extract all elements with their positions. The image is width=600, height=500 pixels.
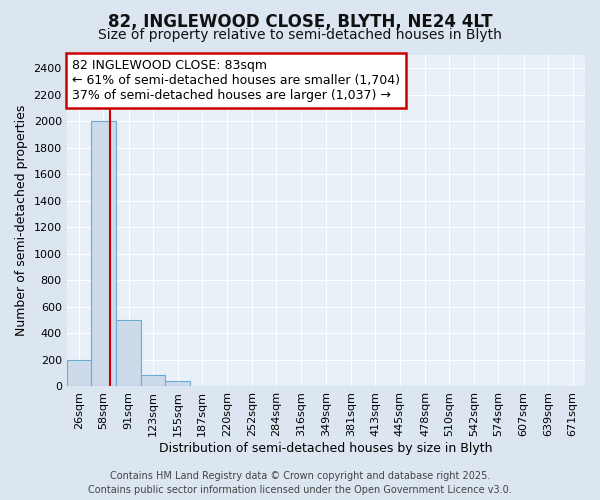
Bar xyxy=(166,381,190,386)
Bar xyxy=(67,360,91,386)
X-axis label: Distribution of semi-detached houses by size in Blyth: Distribution of semi-detached houses by … xyxy=(159,442,493,455)
Text: 82, INGLEWOOD CLOSE, BLYTH, NE24 4LT: 82, INGLEWOOD CLOSE, BLYTH, NE24 4LT xyxy=(107,12,493,30)
Text: 82 INGLEWOOD CLOSE: 83sqm
← 61% of semi-detached houses are smaller (1,704)
37% : 82 INGLEWOOD CLOSE: 83sqm ← 61% of semi-… xyxy=(72,59,400,102)
Bar xyxy=(141,374,166,386)
Text: Contains HM Land Registry data © Crown copyright and database right 2025.
Contai: Contains HM Land Registry data © Crown c… xyxy=(88,471,512,495)
Y-axis label: Number of semi-detached properties: Number of semi-detached properties xyxy=(15,105,28,336)
Text: Size of property relative to semi-detached houses in Blyth: Size of property relative to semi-detach… xyxy=(98,28,502,42)
Bar xyxy=(116,320,141,386)
Bar xyxy=(91,122,116,386)
